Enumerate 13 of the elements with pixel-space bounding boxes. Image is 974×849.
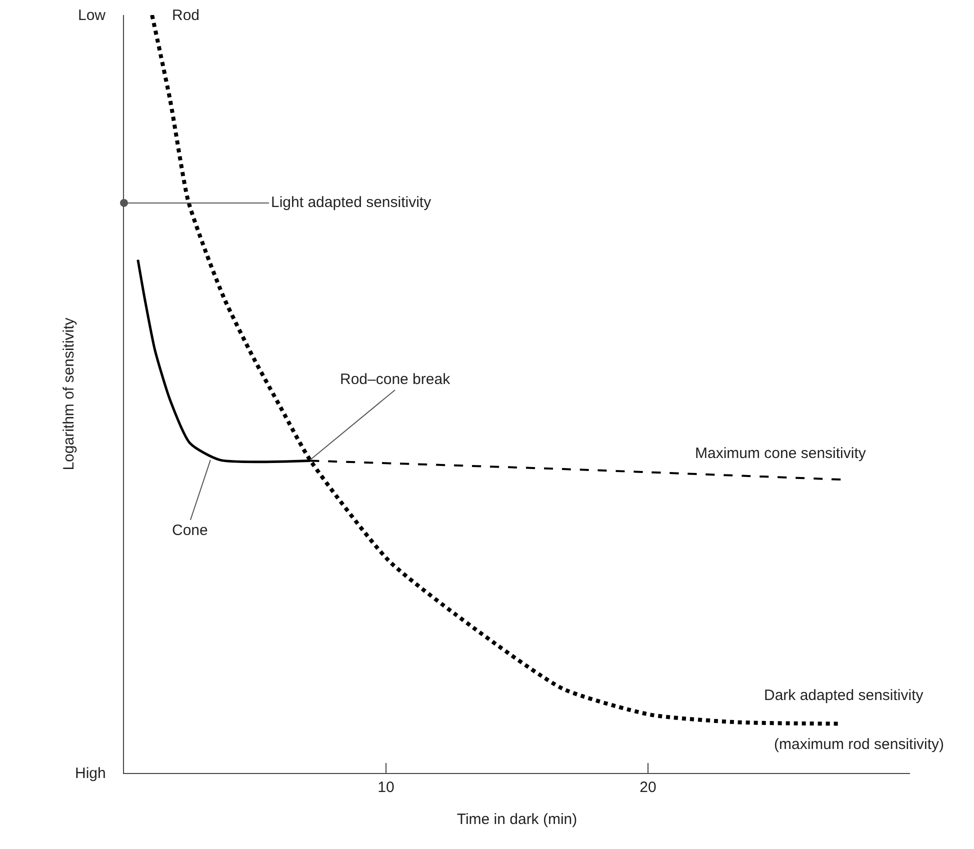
annotation: (maximum rod sensitivity) [774,736,944,753]
annotation: Rod–cone break [340,371,451,388]
text: Low [78,7,106,24]
annotation: Maximum cone sensitivity [695,445,866,462]
annotation: Light adapted sensitivity [271,194,432,211]
x-tick-label: 10 [378,779,394,796]
text: High [75,765,106,782]
x-axis-title: Time in dark (min) [456,811,578,828]
x-tick-label: 20 [640,779,656,796]
y-axis-title: Logarithm of sensitivity [60,317,78,470]
annotation: Cone [172,522,208,539]
annotation: Rod [172,7,200,24]
annotation: Dark adapted sensitivity [764,687,924,704]
